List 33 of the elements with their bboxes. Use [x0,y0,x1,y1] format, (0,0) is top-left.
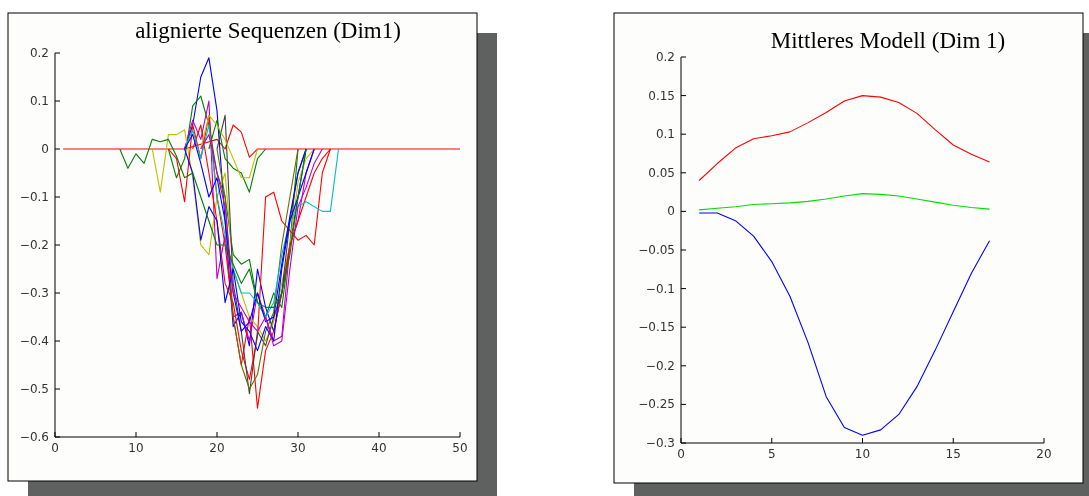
x-tick-label: 10 [128,441,144,455]
y-tick-label: −0.1 [19,190,49,204]
x-tick-label: 5 [767,447,776,461]
x-tick-label: 20 [209,441,225,455]
y-tick-label: −0.15 [638,320,675,335]
chart-title: Mittleres Modell (Dim 1) [770,28,1006,53]
y-tick-label: −0.2 [645,358,675,373]
x-tick-label: 20 [1036,447,1052,461]
y-tick-label: 0 [667,204,675,219]
y-tick-label: −0.05 [638,243,675,257]
y-tick-label: 0 [41,142,49,156]
y-tick-label: −0.1 [645,281,675,296]
y-tick-label: −0.5 [19,382,49,396]
y-tick-label: −0.6 [19,430,49,444]
chart-title: alignierte Sequenzen (Dim1) [135,18,401,43]
y-tick-label: −0.4 [19,334,49,348]
x-tick-label: 0 [51,441,59,455]
x-tick-label: 40 [371,441,387,455]
y-tick-label: −0.3 [645,436,675,450]
y-tick-label: 0.15 [648,88,675,103]
y-tick-label: 0.2 [29,46,49,60]
y-tick-label: 0.1 [655,127,675,142]
y-tick-label: −0.25 [638,397,675,412]
y-tick-label: 0.2 [655,50,675,64]
x-tick-label: 15 [945,447,961,461]
x-tick-label: 30 [290,441,306,455]
y-tick-label: −0.3 [19,286,49,300]
x-tick-label: 0 [677,447,685,461]
x-tick-label: 50 [452,441,468,455]
x-tick-label: 10 [854,447,871,461]
y-tick-label: 0.1 [29,94,49,108]
y-tick-label: −0.2 [19,238,49,252]
y-tick-label: 0.05 [648,165,675,180]
